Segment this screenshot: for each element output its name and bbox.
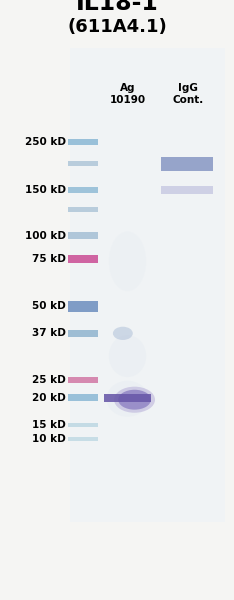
Text: 15 kD: 15 kD bbox=[32, 420, 66, 430]
Text: (611A4.1): (611A4.1) bbox=[67, 18, 167, 36]
Ellipse shape bbox=[118, 390, 151, 410]
FancyBboxPatch shape bbox=[161, 186, 213, 194]
FancyBboxPatch shape bbox=[68, 422, 98, 427]
FancyBboxPatch shape bbox=[68, 394, 98, 401]
Ellipse shape bbox=[109, 335, 146, 377]
Text: 37 kD: 37 kD bbox=[32, 328, 66, 338]
FancyBboxPatch shape bbox=[70, 48, 225, 522]
FancyBboxPatch shape bbox=[68, 330, 98, 337]
FancyBboxPatch shape bbox=[68, 207, 98, 212]
Text: 100 kD: 100 kD bbox=[25, 231, 66, 241]
Text: 25 kD: 25 kD bbox=[32, 375, 66, 385]
Text: IL18-1: IL18-1 bbox=[76, 0, 158, 15]
Text: IgG
Cont.: IgG Cont. bbox=[173, 83, 204, 105]
Ellipse shape bbox=[114, 386, 155, 413]
FancyBboxPatch shape bbox=[68, 437, 98, 441]
Text: 150 kD: 150 kD bbox=[25, 185, 66, 195]
Ellipse shape bbox=[109, 231, 146, 291]
Text: 20 kD: 20 kD bbox=[32, 393, 66, 403]
FancyBboxPatch shape bbox=[68, 187, 98, 193]
Text: 75 kD: 75 kD bbox=[32, 254, 66, 264]
Ellipse shape bbox=[113, 327, 133, 340]
FancyBboxPatch shape bbox=[68, 232, 98, 239]
Text: 50 kD: 50 kD bbox=[32, 301, 66, 311]
Text: 10 kD: 10 kD bbox=[32, 434, 66, 444]
FancyBboxPatch shape bbox=[68, 161, 98, 166]
FancyBboxPatch shape bbox=[161, 157, 213, 171]
FancyBboxPatch shape bbox=[104, 394, 151, 401]
FancyBboxPatch shape bbox=[68, 301, 98, 311]
Ellipse shape bbox=[106, 381, 149, 417]
FancyBboxPatch shape bbox=[68, 377, 98, 383]
Text: 250 kD: 250 kD bbox=[25, 137, 66, 147]
FancyBboxPatch shape bbox=[68, 139, 98, 145]
Text: Ag
10190: Ag 10190 bbox=[110, 83, 146, 105]
FancyBboxPatch shape bbox=[68, 255, 98, 263]
